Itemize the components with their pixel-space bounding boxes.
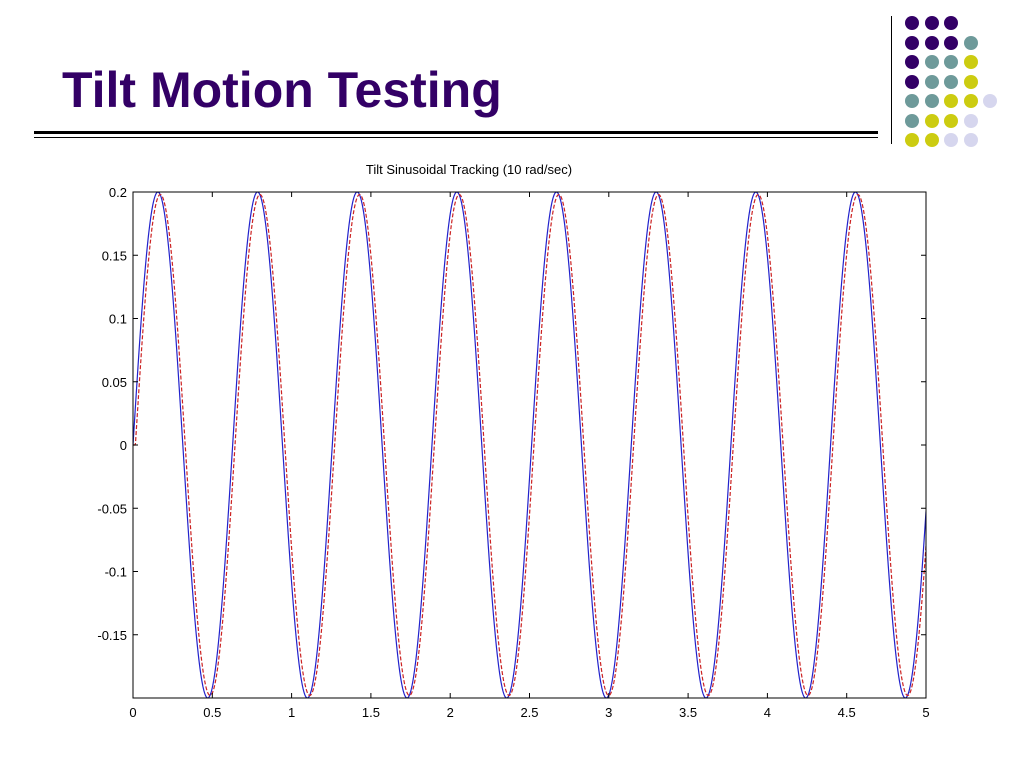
- y-tick-label: 0: [120, 438, 127, 453]
- series-line-1: [133, 192, 926, 698]
- decor-dot-purple: [944, 35, 958, 50]
- decor-dot-yellow: [924, 113, 939, 128]
- decor-dot-yellow: [944, 94, 958, 108]
- y-tick-label: -0.05: [97, 501, 127, 516]
- decor-dot-purple: [905, 35, 919, 50]
- decor-dot-yellow: [963, 74, 978, 89]
- decor-dot-purple: [944, 16, 958, 30]
- x-tick-label: 4.5: [838, 705, 856, 720]
- decor-dot-yellow: [924, 133, 939, 147]
- slide-title: Tilt Motion Testing: [62, 62, 502, 118]
- decor-dot-lavender: [983, 94, 997, 108]
- decor-dot-purple: [924, 35, 939, 50]
- decor-dot-yellow: [905, 133, 919, 147]
- y-tick-label: 0.05: [102, 375, 127, 390]
- x-tick-label: 3: [605, 705, 612, 720]
- x-tick-label: 3.5: [679, 705, 697, 720]
- y-tick-label: 0.1: [109, 312, 127, 327]
- y-tick-label: 0.15: [102, 248, 127, 263]
- decor-dot-purple: [905, 74, 919, 89]
- title-underline-thin: [34, 137, 878, 138]
- x-tick-label: 0: [129, 705, 136, 720]
- decor-dot-purple: [905, 16, 919, 30]
- x-tick-label: 4: [764, 705, 771, 720]
- decor-dot-lavender: [963, 113, 978, 128]
- decor-dot-teal: [905, 113, 919, 128]
- decor-dot-teal: [924, 94, 939, 108]
- y-tick-label: -0.15: [97, 628, 127, 643]
- decor-dot-purple: [905, 55, 919, 69]
- decor-dot-teal: [963, 35, 978, 50]
- x-tick-label: 5: [922, 705, 929, 720]
- decor-dot-teal: [944, 74, 958, 89]
- decor-dot-teal: [944, 55, 958, 69]
- decor-dot-teal: [905, 94, 919, 108]
- plot-frame: [132, 191, 927, 699]
- x-tick-label: 1.5: [362, 705, 380, 720]
- decor-dot-teal: [924, 55, 939, 69]
- decor-dot-purple: [924, 16, 939, 30]
- chart-title: Tilt Sinusoidal Tracking (10 rad/sec): [366, 162, 572, 177]
- x-tick-label: 0.5: [203, 705, 221, 720]
- title-underline-thick: [34, 131, 878, 134]
- x-tick-label: 2.5: [520, 705, 538, 720]
- y-tick-label: -0.1: [105, 565, 127, 580]
- decor-dot-yellow: [963, 94, 978, 108]
- x-tick-label: 1: [288, 705, 295, 720]
- y-tick-label: 0.2: [109, 185, 127, 200]
- header-divider: [891, 16, 892, 144]
- decor-dot-yellow: [963, 55, 978, 69]
- decor-dot-yellow: [944, 113, 958, 128]
- series-line-2: [133, 193, 926, 697]
- decor-dot-lavender: [963, 133, 978, 147]
- decor-dot-teal: [924, 74, 939, 89]
- decor-dot-lavender: [944, 133, 958, 147]
- x-tick-label: 2: [447, 705, 454, 720]
